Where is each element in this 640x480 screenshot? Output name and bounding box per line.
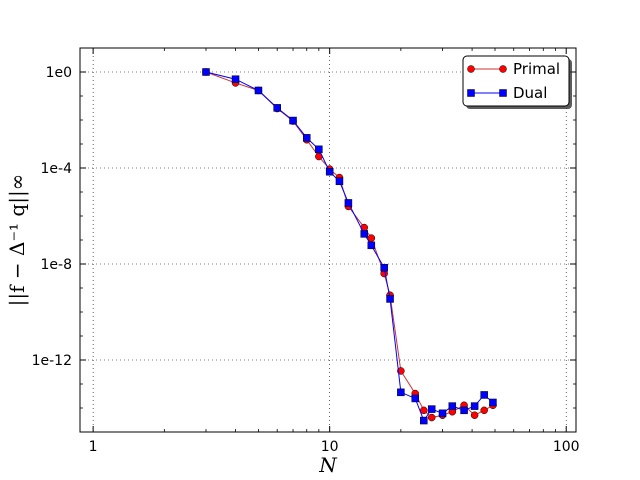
x-tick-label: 10 — [321, 439, 339, 455]
legend-marker-primal — [499, 65, 507, 73]
plot-background — [80, 48, 576, 432]
dual-point — [470, 402, 479, 410]
primal-point — [427, 413, 436, 422]
x-tick-label: 1 — [89, 439, 98, 455]
primal-point — [420, 406, 428, 415]
dual-point — [438, 409, 447, 418]
plot-area: 1 10 100 1e-12 1e-8 1e-4 1e0 — [32, 47, 580, 455]
dual-point — [460, 406, 468, 415]
primal-point — [480, 406, 488, 415]
primal-point — [470, 411, 479, 419]
dual-point — [289, 116, 297, 125]
dual-point — [202, 68, 210, 76]
y-tick-label: 1e0 — [46, 65, 72, 81]
legend-marker-dual — [499, 89, 507, 97]
dual-point — [367, 241, 376, 250]
dual-point — [273, 104, 281, 112]
dual-point — [489, 398, 497, 407]
y-axis-label: ||f − Δ⁻¹ q||∞ — [5, 174, 30, 307]
y-tick-label: 1e-12 — [32, 353, 72, 369]
dual-point — [344, 199, 353, 207]
dual-point — [380, 263, 388, 272]
dual-point — [427, 405, 436, 413]
dual-point — [448, 402, 457, 410]
dual-point — [315, 145, 323, 154]
x-axis-label: N — [318, 453, 338, 477]
dual-point — [302, 134, 311, 142]
dual-point — [335, 177, 344, 186]
dual-point — [411, 394, 419, 403]
legend: Primal Dual — [462, 55, 572, 109]
dual-point — [480, 391, 488, 399]
primal-point — [397, 367, 405, 375]
legend-label-dual: Dual — [513, 84, 547, 102]
y-tick-label: 1e-8 — [41, 257, 72, 273]
dual-point — [231, 75, 240, 83]
axes-frame — [79, 47, 577, 433]
dual-point — [254, 86, 263, 95]
dual-point — [397, 388, 405, 397]
legend-label-primal: Primal — [513, 60, 560, 78]
dual-point — [386, 295, 394, 303]
x-tick-label: 100 — [553, 439, 580, 455]
legend-marker-dual — [467, 89, 475, 97]
dual-point — [360, 230, 368, 238]
y-tick-label: 1e-4 — [41, 161, 73, 177]
dual-point — [325, 167, 334, 176]
legend-marker-primal — [467, 65, 475, 73]
dual-point — [420, 416, 428, 425]
